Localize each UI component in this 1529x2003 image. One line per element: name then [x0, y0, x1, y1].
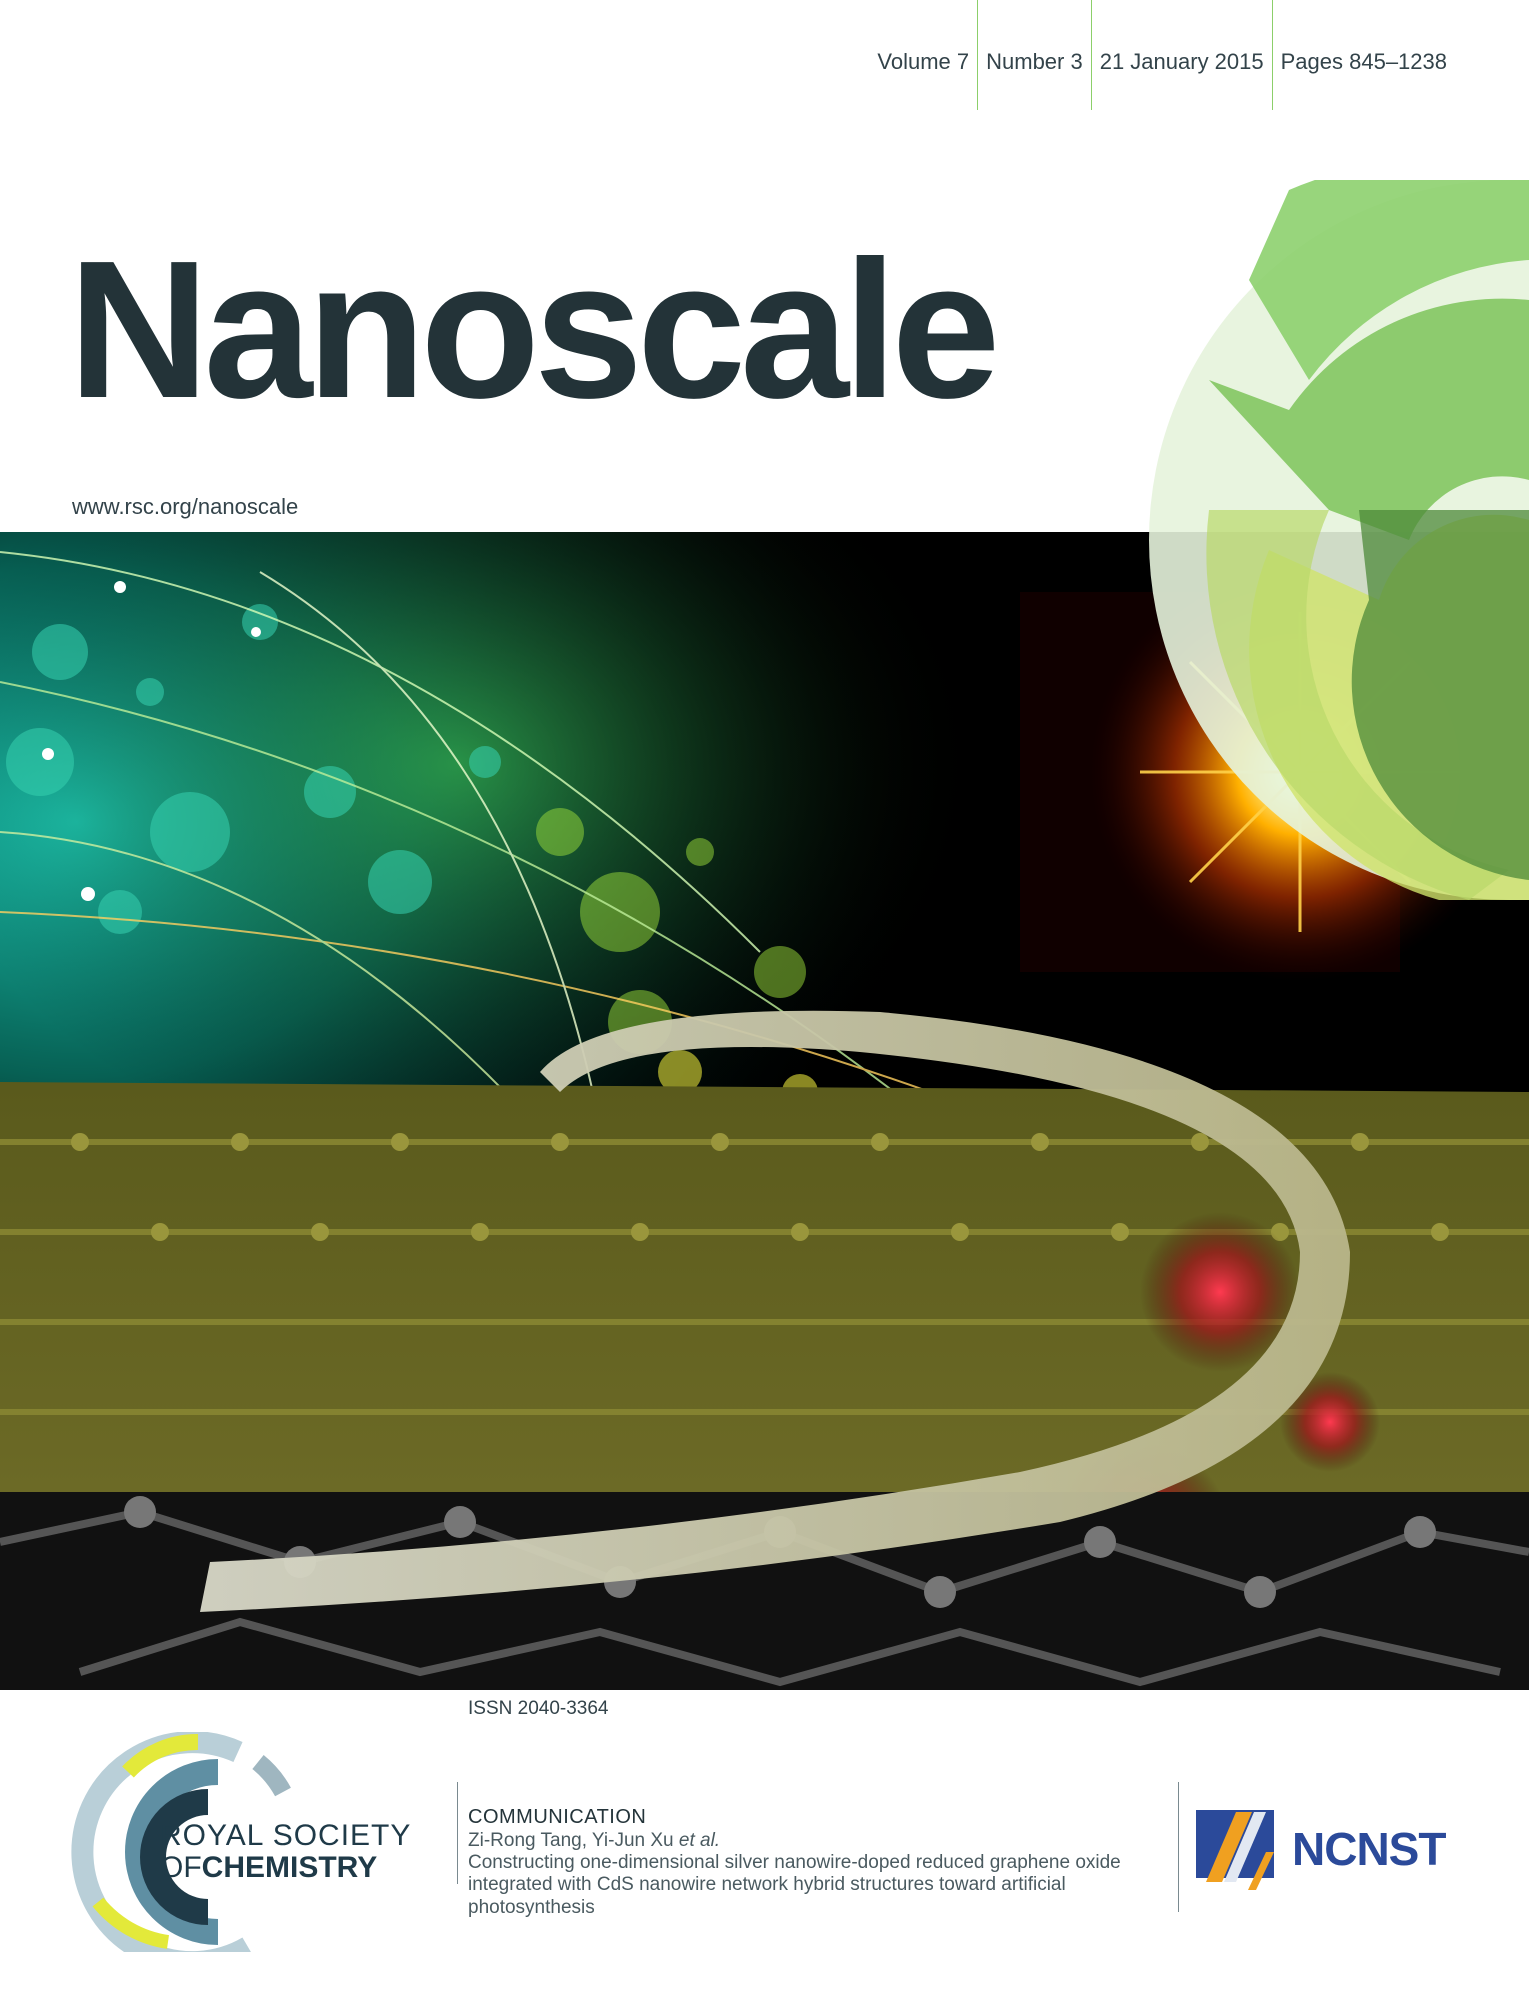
- issue-number: Number 3: [986, 49, 1083, 74]
- rsc-line2-prefix: OF: [160, 1850, 202, 1884]
- issue-divider: [977, 0, 979, 110]
- article-type: COMMUNICATION: [468, 1806, 647, 1828]
- decorative-arcs: [1149, 180, 1529, 900]
- issue-divider: [1090, 0, 1092, 110]
- issue-date: 21 January 2015: [1099, 49, 1264, 74]
- ncnst-logo-icon: [1196, 1810, 1274, 1890]
- issue-volume: Volume 7: [877, 49, 970, 74]
- issue-pages: Pages 845–1238: [1280, 49, 1447, 74]
- issn: ISSN 2040-3364: [468, 1698, 609, 1719]
- journal-url[interactable]: www.rsc.org/nanoscale: [72, 494, 299, 519]
- rsc-wordmark: ROYAL SOCIETY OFCHEMISTRY: [160, 1820, 411, 1883]
- ncnst-wordmark: NCNST: [1292, 1823, 1446, 1875]
- rsc-line1: ROYAL SOCIETY: [160, 1819, 412, 1852]
- footer-divider: [1178, 1782, 1179, 1912]
- rsc-logo-icon: [71, 1732, 291, 1952]
- featured-article[interactable]: COMMUNICATION Zi-Rong Tang, Yi-Jun Xu et…: [468, 1806, 1168, 1919]
- rsc-line2: CHEMISTRY: [201, 1850, 378, 1884]
- article-authors: Zi-Rong Tang, Yi-Jun Xu et al.: [468, 1829, 721, 1851]
- issue-divider: [1271, 0, 1273, 110]
- journal-title: Nanoscale: [68, 220, 1000, 439]
- footer-divider: [457, 1782, 458, 1884]
- article-title: Constructing one-dimensional silver nano…: [468, 1852, 1121, 1918]
- issue-info-bar: Volume 7 Number 3 21 January 2015 Pages …: [869, 0, 1455, 110]
- cover-illustration: [0, 532, 1529, 1690]
